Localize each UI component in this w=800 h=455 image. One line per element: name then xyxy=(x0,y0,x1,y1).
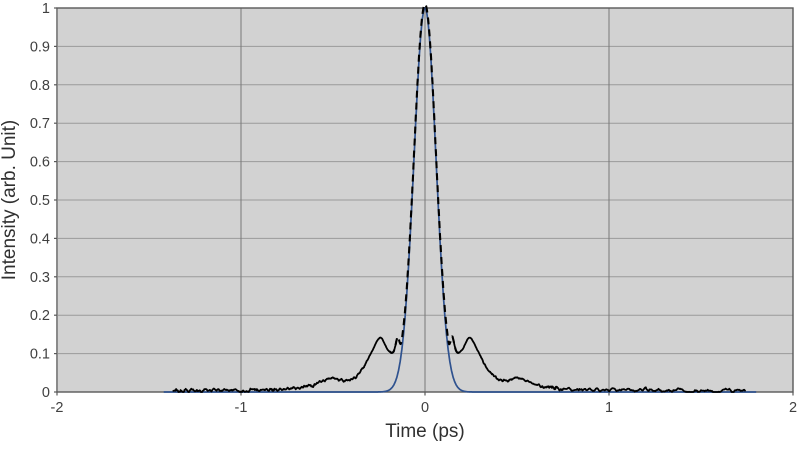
svg-text:0.5: 0.5 xyxy=(30,193,50,209)
svg-text:0.8: 0.8 xyxy=(30,78,50,94)
svg-text:0.7: 0.7 xyxy=(30,116,50,132)
svg-text:1: 1 xyxy=(605,400,613,416)
svg-text:0: 0 xyxy=(421,400,429,416)
svg-text:Intensity (arb. Unit): Intensity (arb. Unit) xyxy=(0,120,20,281)
svg-text:-1: -1 xyxy=(235,400,248,416)
svg-text:0.2: 0.2 xyxy=(30,308,50,324)
svg-text:0.1: 0.1 xyxy=(30,347,50,363)
svg-text:0.6: 0.6 xyxy=(30,155,50,171)
svg-text:0.4: 0.4 xyxy=(30,231,50,247)
svg-text:-2: -2 xyxy=(51,400,64,416)
svg-text:0.3: 0.3 xyxy=(30,270,50,286)
svg-text:2: 2 xyxy=(789,400,797,416)
svg-text:Time (ps): Time (ps) xyxy=(385,421,465,442)
svg-text:1: 1 xyxy=(42,1,50,17)
svg-text:0.9: 0.9 xyxy=(30,39,50,55)
svg-text:0: 0 xyxy=(42,385,50,401)
